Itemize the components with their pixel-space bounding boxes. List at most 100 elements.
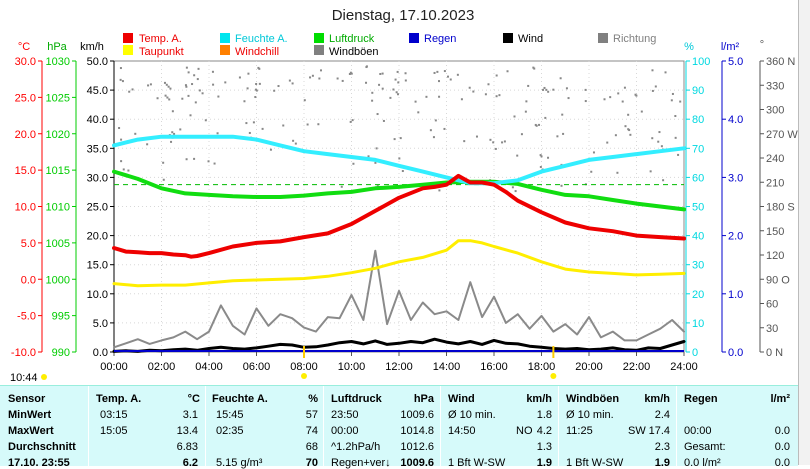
direction-dot [189, 114, 192, 117]
direction-dot [120, 160, 123, 163]
axis-label-temp: 5.0 [21, 238, 36, 250]
direction-dot [207, 160, 210, 163]
axis-label-temp: 10.0 [15, 202, 36, 214]
direction-dot [664, 71, 667, 74]
direction-dot [147, 84, 150, 87]
axis-label-direction: 180 S [766, 202, 795, 214]
direction-dot [165, 83, 168, 86]
direction-dot [436, 70, 439, 73]
direction-dot [193, 74, 196, 77]
sunset-dot [550, 373, 557, 379]
x-tick-label: 20:00 [575, 361, 603, 373]
direction-dot [524, 110, 527, 113]
axis-label-direction: 360 N [766, 56, 795, 68]
hdr-gust-unit: km/h [644, 393, 670, 405]
direction-dot [567, 97, 570, 100]
axis-label-wind: 0.0 [93, 347, 108, 359]
direction-dot [365, 81, 368, 84]
direction-dot [460, 98, 463, 101]
stat-gust-time: 11:25 [566, 425, 593, 437]
direction-dot [651, 137, 654, 140]
legend-label-pressure: Luftdruck [329, 33, 375, 45]
hdr-rain: Regen [684, 393, 718, 405]
direction-dot [542, 88, 545, 91]
unit-humidity: % [684, 41, 694, 53]
direction-dot [216, 132, 219, 135]
direction-dot [167, 85, 170, 88]
direction-dot [395, 91, 398, 94]
direction-dot [627, 113, 630, 116]
direction-dot [514, 190, 517, 193]
direction-dot [559, 77, 562, 80]
direction-dot [201, 92, 204, 95]
direction-dot [197, 67, 200, 70]
direction-dot [393, 138, 396, 141]
direction-dot [121, 80, 124, 83]
stat-wind-time: Ø 10 min. [448, 409, 496, 421]
direction-dot [679, 100, 682, 103]
stat-gust-val: 17.4 [648, 425, 670, 437]
axis-label-pressure: 1000 [46, 274, 70, 286]
stat-label: MinWert [8, 409, 52, 421]
legend-swatch-humidity [220, 33, 230, 43]
hdr-temp-unit: °C [187, 393, 200, 405]
stat-press-time: 23:50 [331, 409, 359, 421]
axis-label-rain: 3.0 [728, 172, 743, 184]
axis-label-temp: 0.0 [21, 274, 36, 286]
axis-label-wind: 5.0 [93, 318, 108, 330]
direction-dot [166, 96, 169, 99]
stat-wind-val: 1.9 [536, 457, 552, 469]
direction-dot [248, 131, 251, 134]
axis-label-direction: 330 [766, 80, 784, 92]
hdr-temp: Temp. A. [96, 393, 142, 405]
sunrise-dot [41, 374, 47, 380]
x-tick-label: 10:00 [338, 361, 366, 373]
stat-wind-time: 14:50 [448, 425, 476, 437]
direction-dot [468, 86, 471, 89]
direction-dot [472, 90, 475, 93]
axis-label-temp: 20.0 [15, 129, 36, 141]
direction-dot [349, 120, 352, 123]
direction-dot [351, 119, 354, 122]
series-line-windb-en [113, 249, 685, 349]
stat-temp-time: 03:15 [100, 409, 128, 421]
axis-label-humidity: 10 [692, 318, 704, 330]
direction-dot [367, 155, 370, 158]
direction-dot [640, 110, 643, 113]
stat-hum-val: 74 [305, 425, 318, 437]
axis-label-wind: 25.0 [87, 202, 108, 214]
stat-hum-val: 57 [305, 409, 318, 421]
x-tick-label: 14:00 [433, 361, 461, 373]
axis-label-direction: 30 [766, 323, 778, 335]
axis-label-humidity: 60 [692, 172, 704, 184]
direction-dot [119, 78, 122, 81]
direction-dot [352, 162, 355, 165]
stat-wind-val: 1.8 [536, 409, 552, 421]
direction-dot [245, 122, 248, 125]
direction-dot [501, 141, 504, 144]
direction-dot [545, 88, 548, 91]
x-tick-label: 00:00 [100, 361, 128, 373]
direction-dot [119, 67, 122, 70]
direction-dot [670, 99, 673, 102]
direction-dot [193, 157, 196, 160]
stat-gust-time: 1 Bft W-SW [566, 457, 624, 469]
direction-dot [503, 140, 506, 143]
direction-dot [539, 165, 542, 168]
direction-dot [118, 127, 121, 130]
direction-dot [198, 89, 201, 92]
chart-title: Dienstag, 17.10.2023 [332, 7, 475, 24]
direction-dot [163, 81, 166, 84]
direction-dot [273, 89, 276, 92]
stat-wind-val: 4.2 [536, 425, 552, 437]
direction-dot [376, 185, 379, 188]
legend-swatch-rain [409, 33, 419, 43]
direction-dot [212, 83, 215, 86]
axis-label-humidity: 90 [692, 85, 704, 97]
direction-dot [156, 97, 159, 100]
direction-dot [635, 94, 638, 97]
hdr-rain-unit: l/m² [770, 393, 790, 405]
direction-dot [294, 142, 297, 145]
direction-dot [506, 70, 509, 73]
direction-dot [404, 72, 407, 75]
